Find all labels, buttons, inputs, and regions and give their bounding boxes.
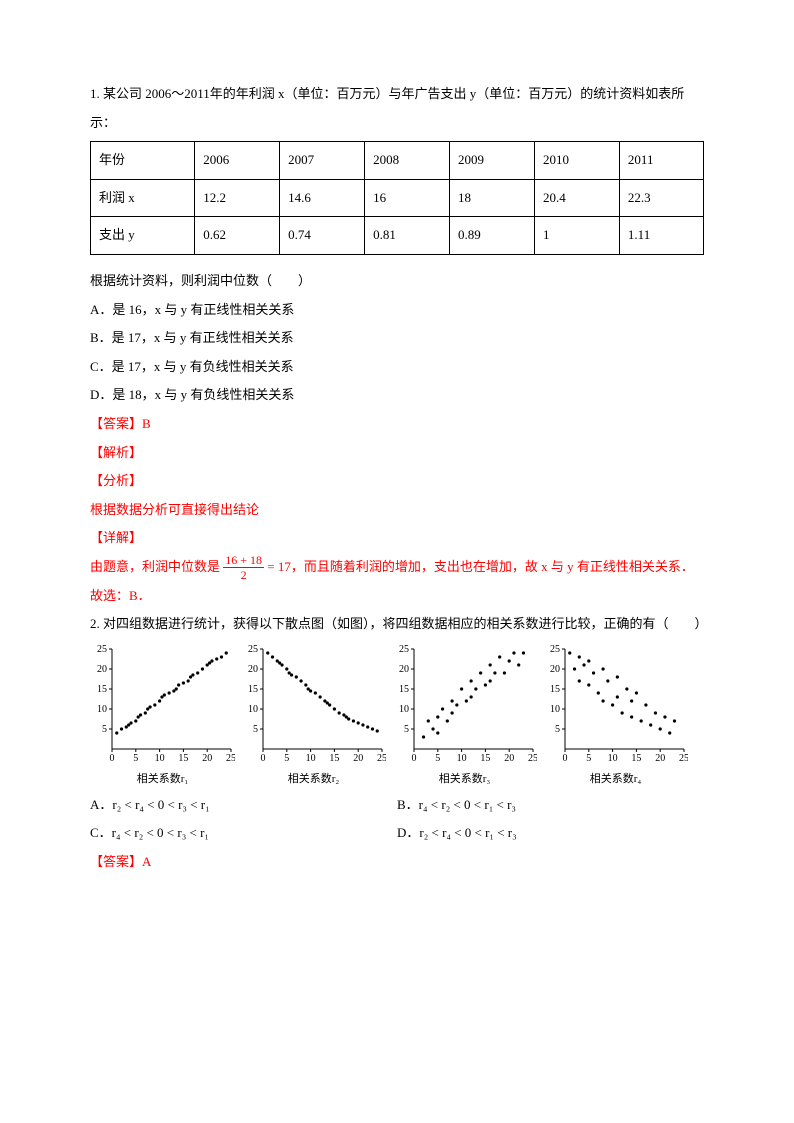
scatter-3: 5 10 15 20 25 0 5 10 15 20 25 bbox=[392, 645, 537, 765]
svg-text:20: 20 bbox=[353, 753, 363, 764]
table-row: 利润 x 12.2 14.6 16 18 20.4 22.3 bbox=[91, 179, 704, 217]
svg-text:20: 20 bbox=[655, 753, 665, 764]
svg-text:25: 25 bbox=[550, 645, 560, 655]
q2-option-d: D．r₂ < r₄ < 0 < r₁ < r₃ bbox=[397, 819, 704, 848]
q2-option-b: B．r₄ < r₂ < 0 < r₁ < r₃ bbox=[397, 791, 704, 820]
q2-intro: 2. 对四组数据进行统计，获得以下散点图（如图），将四组数据相应的相关系数进行比… bbox=[90, 610, 704, 639]
svg-text:25: 25 bbox=[528, 753, 537, 764]
svg-text:20: 20 bbox=[504, 753, 514, 764]
q1-guxuan: 故选：B． bbox=[90, 582, 704, 611]
chart-label-4: 相关系数r₄ bbox=[590, 767, 642, 791]
svg-text:10: 10 bbox=[550, 704, 560, 715]
svg-text:25: 25 bbox=[377, 753, 386, 764]
svg-text:25: 25 bbox=[399, 645, 409, 655]
svg-text:20: 20 bbox=[202, 753, 212, 764]
svg-text:15: 15 bbox=[248, 684, 258, 695]
svg-text:5: 5 bbox=[555, 724, 560, 735]
q1-table: 年份 2006 2007 2008 2009 2010 2011 利润 x 12… bbox=[90, 141, 704, 255]
svg-text:10: 10 bbox=[608, 753, 618, 764]
svg-text:10: 10 bbox=[399, 704, 409, 715]
q1-stem: 根据统计资料，则利润中位数（ ） bbox=[90, 267, 704, 296]
scatter-charts-row: 5 10 15 20 25 0 5 10 15 20 25 相关系数r₁ 5 10 15 20 25 0 5 10… bbox=[90, 645, 704, 791]
q1-option-a: A．是 16，x 与 y 有正线性相关关系 bbox=[90, 296, 704, 325]
q1-fenxi: 【分析】 bbox=[90, 467, 704, 496]
svg-text:15: 15 bbox=[480, 753, 490, 764]
table-row: 支出 y 0.62 0.74 0.81 0.89 1 1.11 bbox=[91, 217, 704, 255]
svg-text:20: 20 bbox=[97, 664, 107, 675]
q1-fenxi-body: 根据数据分析可直接得出结论 bbox=[90, 496, 704, 525]
scatter-2: 5 10 15 20 25 0 5 10 15 20 25 bbox=[241, 645, 386, 765]
q2-option-a: A．r₂ < r₄ < 0 < r₃ < r₁ bbox=[90, 791, 397, 820]
svg-text:20: 20 bbox=[248, 664, 258, 675]
svg-text:0: 0 bbox=[412, 753, 417, 764]
q1-xiangjie: 【详解】 bbox=[90, 524, 704, 553]
q1-xiangjie-body: 由题意，利润中位数是 16 + 18 2 = 17，而且随着利润的增加，支出也在… bbox=[90, 553, 704, 582]
svg-text:5: 5 bbox=[435, 753, 440, 764]
chart-label-3: 相关系数r₃ bbox=[439, 767, 491, 791]
svg-text:0: 0 bbox=[563, 753, 568, 764]
chart-panel-1: 5 10 15 20 25 0 5 10 15 20 25 相关系数r₁ bbox=[90, 645, 235, 791]
scatter-1: 5 10 15 20 25 0 5 10 15 20 25 bbox=[90, 645, 235, 765]
svg-text:20: 20 bbox=[399, 664, 409, 675]
svg-text:25: 25 bbox=[679, 753, 688, 764]
svg-text:10: 10 bbox=[97, 704, 107, 715]
q1-answer: 【答案】B bbox=[90, 410, 704, 439]
scatter-4: 5 10 15 20 25 0 5 10 15 20 25 bbox=[543, 645, 688, 765]
svg-text:15: 15 bbox=[329, 753, 339, 764]
svg-text:10: 10 bbox=[306, 753, 316, 764]
chart-panel-4: 5 10 15 20 25 0 5 10 15 20 25 相关系数r₄ bbox=[543, 645, 688, 791]
svg-text:15: 15 bbox=[399, 684, 409, 695]
svg-text:15: 15 bbox=[178, 753, 188, 764]
svg-text:0: 0 bbox=[110, 753, 115, 764]
table-row: 年份 2006 2007 2008 2009 2010 2011 bbox=[91, 142, 704, 180]
q2-options-row-2: C．r₄ < r₂ < 0 < r₃ < r₁ D．r₂ < r₄ < 0 < … bbox=[90, 819, 704, 848]
xiangjie-mid: = 17，而且随着利润的增加，支出也在增加，故 x 与 y 有正线性相关关系． bbox=[267, 559, 694, 574]
svg-text:5: 5 bbox=[133, 753, 138, 764]
q1-option-b: B．是 17，x 与 y 有正线性相关关系 bbox=[90, 324, 704, 353]
chart-panel-3: 5 10 15 20 25 0 5 10 15 20 25 相关系数r₃ bbox=[392, 645, 537, 791]
svg-text:10: 10 bbox=[457, 753, 467, 764]
chart-label-2: 相关系数r₂ bbox=[288, 767, 340, 791]
svg-text:10: 10 bbox=[155, 753, 165, 764]
q2-option-c: C．r₄ < r₂ < 0 < r₃ < r₁ bbox=[90, 819, 397, 848]
svg-text:20: 20 bbox=[550, 664, 560, 675]
svg-text:10: 10 bbox=[248, 704, 258, 715]
svg-text:15: 15 bbox=[550, 684, 560, 695]
svg-text:25: 25 bbox=[97, 645, 107, 655]
q2-options-row-1: A．r₂ < r₄ < 0 < r₃ < r₁ B．r₄ < r₂ < 0 < … bbox=[90, 791, 704, 820]
svg-text:5: 5 bbox=[253, 724, 258, 735]
svg-text:15: 15 bbox=[97, 684, 107, 695]
q1-option-d: D．是 18，x 与 y 有负线性相关关系 bbox=[90, 381, 704, 410]
svg-text:5: 5 bbox=[284, 753, 289, 764]
page: 1. 某公司 2006～2011年的年利润 x（单位：百万元）与年广告支出 y（… bbox=[0, 0, 794, 917]
q1-jiexi: 【解析】 bbox=[90, 439, 704, 468]
svg-text:0: 0 bbox=[261, 753, 266, 764]
q2-answer: 【答案】A bbox=[90, 848, 704, 877]
xiangjie-pre: 由题意，利润中位数是 bbox=[90, 559, 223, 574]
fraction: 16 + 18 2 bbox=[223, 554, 264, 581]
svg-text:5: 5 bbox=[102, 724, 107, 735]
svg-text:25: 25 bbox=[248, 645, 258, 655]
q1-intro: 1. 某公司 2006～2011年的年利润 x（单位：百万元）与年广告支出 y（… bbox=[90, 80, 704, 137]
chart-label-1: 相关系数r₁ bbox=[137, 767, 189, 791]
chart-panel-2: 5 10 15 20 25 0 5 10 15 20 25 相关系数r₂ bbox=[241, 645, 386, 791]
svg-text:25: 25 bbox=[226, 753, 235, 764]
svg-text:5: 5 bbox=[404, 724, 409, 735]
q1-option-c: C．是 17，x 与 y 有负线性相关关系 bbox=[90, 353, 704, 382]
svg-text:15: 15 bbox=[631, 753, 641, 764]
svg-text:5: 5 bbox=[586, 753, 591, 764]
